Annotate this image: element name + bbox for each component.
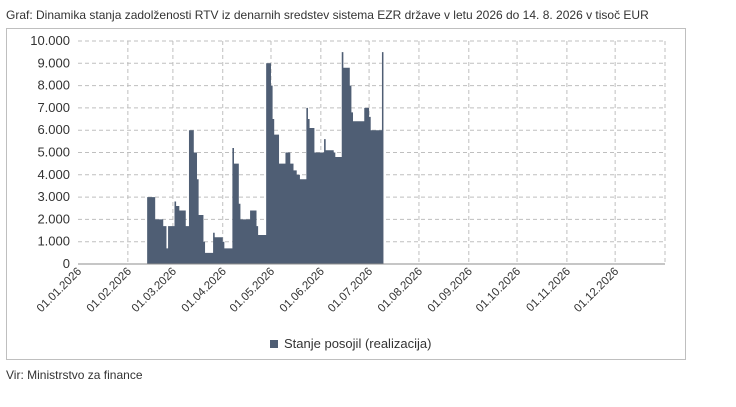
x-tick-label: 01.09.2026 — [426, 266, 475, 315]
chart-frame — [6, 28, 686, 360]
y-tick-label: 8.000 — [37, 78, 70, 93]
y-tick-label: 6.000 — [37, 122, 70, 137]
x-tick-label: 01.06.2026 — [278, 266, 327, 315]
x-tick-label: 01.10.2026 — [474, 266, 523, 315]
source-note: Vir: Ministrstvo za finance — [6, 368, 143, 382]
y-tick-label: 7.000 — [37, 100, 70, 115]
chart-legend: Stanje posojil (realizacija) — [270, 336, 431, 351]
legend-swatch — [270, 339, 278, 348]
x-tick-label: 01.08.2026 — [376, 266, 425, 315]
x-tick-label: 01.03.2026 — [130, 266, 179, 315]
y-tick-label: 0 — [63, 256, 70, 271]
x-tick-label: 01.01.2026 — [35, 266, 84, 315]
x-tick-label: 01.12.2026 — [572, 266, 621, 315]
x-tick-label: 01.07.2026 — [326, 266, 375, 315]
chart-title: Graf: Dinamika stanja zadolženosti RTV i… — [6, 8, 649, 22]
x-tick-label: 01.11.2026 — [524, 266, 573, 315]
y-tick-label: 1.000 — [37, 234, 70, 249]
y-tick-label: 3.000 — [37, 189, 70, 204]
x-tick-label: 01.02.2026 — [85, 266, 134, 315]
legend-label: Stanje posojil (realizacija) — [284, 336, 432, 351]
y-tick-label: 10.000 — [30, 33, 70, 48]
x-tick-label: 01.04.2026 — [180, 266, 229, 315]
y-tick-label: 9.000 — [37, 55, 70, 70]
series-area — [147, 52, 384, 265]
y-tick-label: 5.000 — [37, 145, 70, 160]
x-tick-label: 01.05.2026 — [228, 266, 277, 315]
y-tick-label: 4.000 — [37, 167, 70, 182]
y-tick-label: 2.000 — [37, 211, 70, 226]
